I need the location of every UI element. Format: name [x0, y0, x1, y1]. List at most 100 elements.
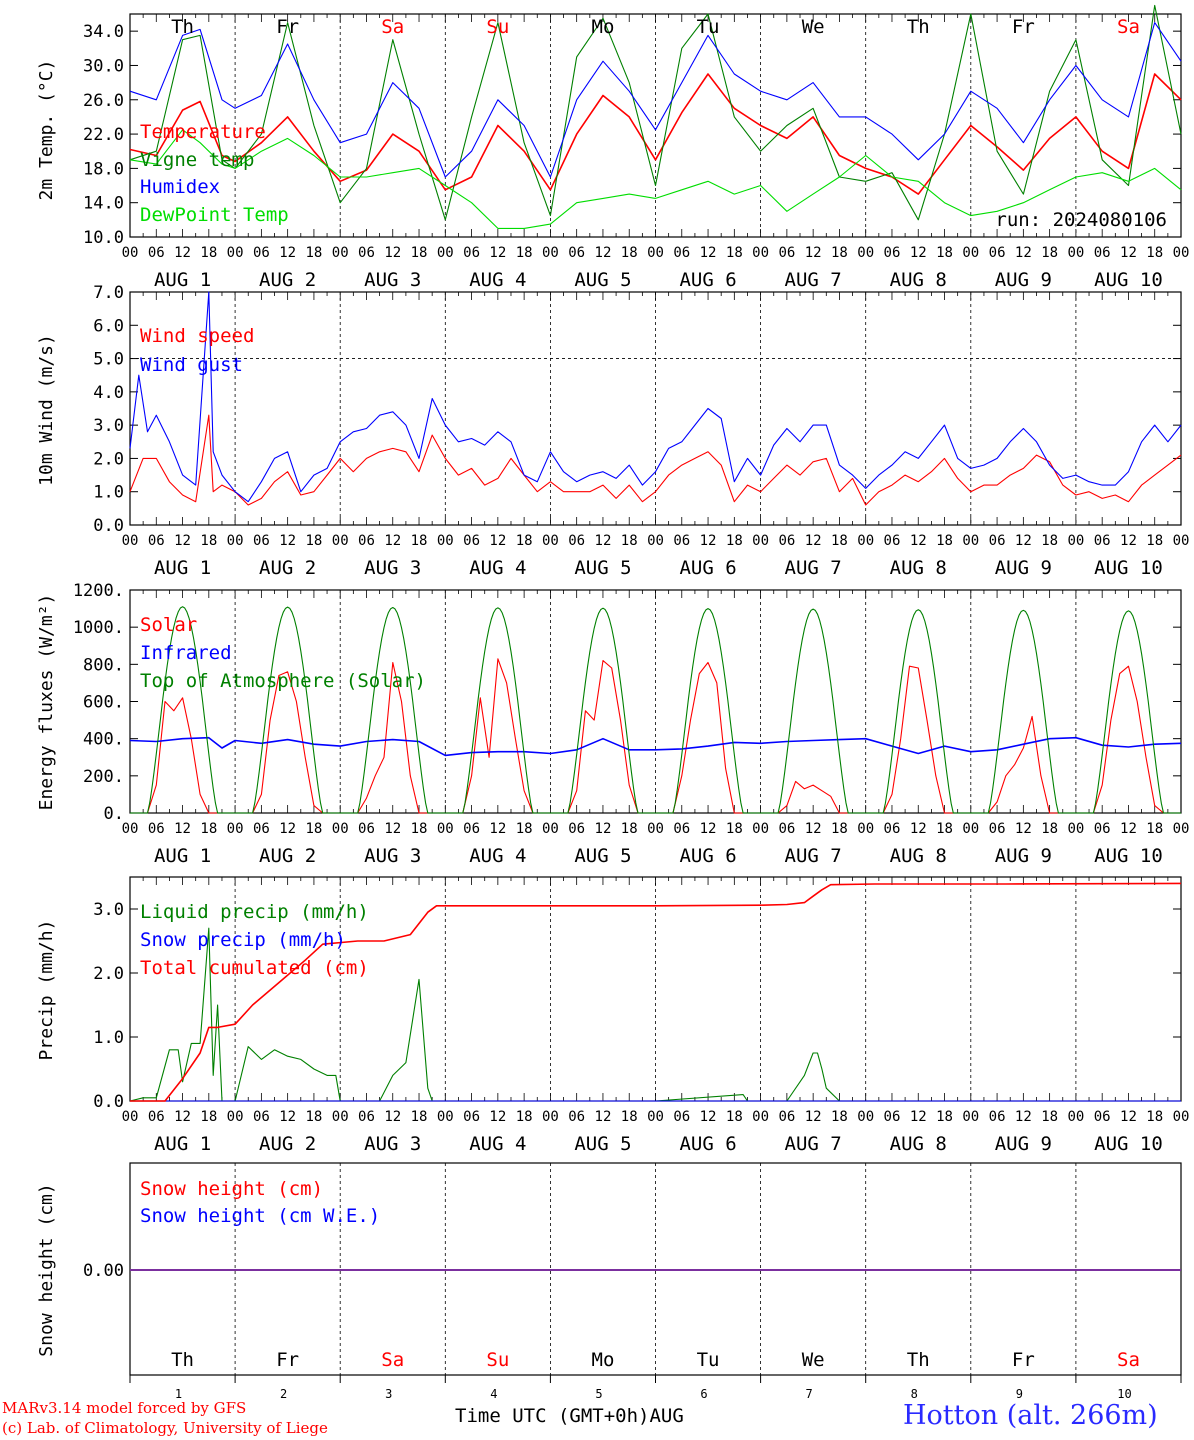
x-date-label: AUG 8 [890, 269, 947, 291]
day-name-top: Su [486, 16, 509, 38]
y-tick-label: 0. [104, 804, 124, 824]
x-date-label: AUG 6 [679, 845, 736, 867]
day-name-top: Fr [276, 16, 299, 38]
x-hour-label: 00 [437, 1109, 454, 1125]
day-name-bottom: Sa [381, 1349, 404, 1371]
x-hour-label: 18 [305, 821, 322, 837]
day-name-bottom: Su [486, 1349, 509, 1371]
x-hour-label: 12 [384, 245, 401, 261]
x-hour-label: 18 [621, 533, 638, 549]
series-humidex [129, 22, 1182, 178]
day-number: 3 [385, 1387, 392, 1401]
x-hour-label: 00 [542, 245, 559, 261]
legend-snow-precip-mm-h: Snow precip (mm/h) [140, 929, 346, 951]
day-name-bottom: Fr [276, 1349, 299, 1371]
x-hour-label: 18 [621, 821, 638, 837]
x-hour-label: 12 [279, 821, 296, 837]
x-hour-label: 06 [253, 1109, 270, 1125]
y-tick-label: 22.0 [83, 125, 124, 145]
x-hour-label: 12 [700, 1109, 717, 1125]
x-hour-label: 18 [831, 533, 848, 549]
x-hour-label: 06 [1094, 1109, 1111, 1125]
x-hour-label: 18 [411, 1109, 428, 1125]
x-hour-label: 00 [1173, 533, 1190, 549]
x-hour-label: 06 [989, 1109, 1006, 1125]
panel-3 [129, 589, 1182, 814]
y-tick-label: 7.0 [93, 283, 124, 303]
panel-1 [129, 4, 1182, 238]
x-hour-label: 12 [700, 533, 717, 549]
y-tick-label: 3.0 [93, 416, 124, 436]
x-date-label: AUG 8 [890, 1133, 947, 1155]
x-hour-label: 00 [332, 821, 349, 837]
x-hour-label: 18 [726, 1109, 743, 1125]
x-hour-label: 00 [542, 533, 559, 549]
day-name-bottom: Sa [1117, 1349, 1140, 1371]
x-hour-label: 00 [962, 821, 979, 837]
x-date-label: AUG 3 [364, 557, 421, 579]
x-hour-label: 06 [989, 245, 1006, 261]
x-date-label: AUG 3 [364, 845, 421, 867]
x-hour-label: 18 [936, 533, 953, 549]
x-hour-label: 06 [358, 533, 375, 549]
x-date-label: AUG 7 [785, 845, 842, 867]
x-hour-label: 12 [384, 821, 401, 837]
lab-credit: (c) Lab. of Climatology, University of L… [2, 1419, 328, 1437]
x-hour-label: 00 [332, 533, 349, 549]
legend-infrared: Infrared [140, 642, 232, 664]
x-hour-label: 00 [647, 821, 664, 837]
x-hour-label: 12 [1120, 245, 1137, 261]
x-hour-label: 00 [227, 1109, 244, 1125]
y-tick-label: 30.0 [83, 56, 124, 76]
x-hour-label: 12 [489, 821, 506, 837]
x-hour-label: 18 [200, 245, 217, 261]
x-hour-label: 06 [148, 245, 165, 261]
x-hour-label: 18 [1146, 821, 1163, 837]
x-date-label: AUG 10 [1094, 845, 1163, 867]
x-hour-label: 00 [1067, 1109, 1084, 1125]
time-axis-text: Time UTC (GMT+0h) [455, 1405, 650, 1427]
x-hour-label: 12 [910, 821, 927, 837]
x-hour-label: 18 [936, 1109, 953, 1125]
x-hour-label: 18 [200, 1109, 217, 1125]
x-hour-label: 18 [411, 245, 428, 261]
x-hour-label: 12 [174, 821, 191, 837]
day-name-top: Th [907, 16, 930, 38]
x-hour-label: 12 [805, 821, 822, 837]
x-hour-label: 00 [1173, 821, 1190, 837]
x-hour-label: 18 [411, 821, 428, 837]
x-hour-label: 06 [1094, 245, 1111, 261]
y-tick-label: 3.0 [93, 900, 124, 920]
x-hour-label: 06 [884, 245, 901, 261]
x-date-label: AUG 8 [890, 557, 947, 579]
x-hour-label: 12 [174, 533, 191, 549]
legend-snow-height-cm: Snow height (cm) [140, 1178, 323, 1200]
x-hour-label: 06 [778, 533, 795, 549]
y-tick-label: 0.0 [93, 516, 124, 536]
x-hour-label: 18 [936, 245, 953, 261]
y-tick-label: 10.0 [83, 228, 124, 248]
x-hour-label: 18 [516, 1109, 533, 1125]
x-hour-label: 18 [726, 245, 743, 261]
day-number: 7 [806, 1387, 813, 1401]
x-hour-label: 12 [595, 533, 612, 549]
x-hour-label: 18 [936, 821, 953, 837]
y-axis-label: Energy fluxes (W/m²) [36, 594, 57, 811]
x-hour-label: 12 [1015, 821, 1032, 837]
x-date-label: AUG 2 [259, 845, 316, 867]
x-hour-label: 18 [1146, 1109, 1163, 1125]
y-tick-label: 800. [83, 655, 124, 675]
x-hour-label: 12 [1015, 1109, 1032, 1125]
y-tick-label: 1.0 [93, 483, 124, 503]
y-axis-label: 2m Temp. (°C) [36, 60, 57, 201]
x-hour-label: 12 [489, 533, 506, 549]
x-hour-label: 00 [962, 1109, 979, 1125]
x-hour-label: 06 [673, 245, 690, 261]
x-date-label: AUG 5 [574, 269, 631, 291]
x-hour-label: 06 [778, 1109, 795, 1125]
x-hour-label: 06 [673, 533, 690, 549]
x-hour-label: 12 [1120, 533, 1137, 549]
x-hour-label: 18 [1041, 821, 1058, 837]
series-total-cumulated-cm [130, 882, 1182, 1102]
y-tick-label: 14.0 [83, 194, 124, 214]
